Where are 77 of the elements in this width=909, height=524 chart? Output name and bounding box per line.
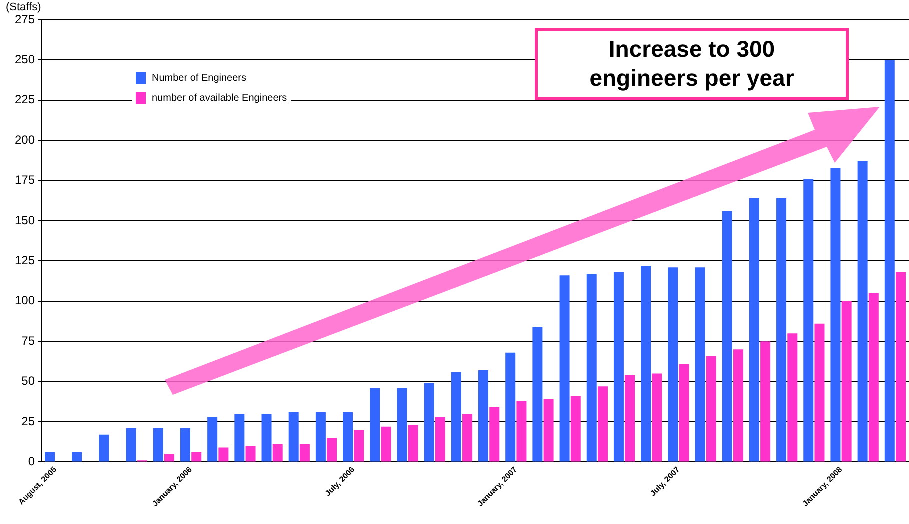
y-tick-label: 150 bbox=[14, 213, 36, 228]
y-axis-title: (Staffs) bbox=[6, 2, 42, 14]
bar bbox=[868, 293, 879, 462]
bar bbox=[830, 168, 841, 462]
bar bbox=[842, 301, 852, 462]
bar bbox=[776, 198, 787, 462]
bar bbox=[192, 452, 202, 462]
y-tick-label: 275 bbox=[14, 12, 36, 26]
bar bbox=[45, 452, 56, 462]
bar bbox=[560, 276, 570, 462]
bar bbox=[451, 372, 462, 462]
bar bbox=[570, 396, 581, 462]
bar bbox=[722, 211, 732, 462]
bar bbox=[706, 356, 716, 462]
bar bbox=[343, 412, 354, 462]
bar bbox=[381, 426, 392, 462]
legend-label: number of available Engineers bbox=[152, 92, 288, 104]
legend-label: Number of Engineers bbox=[152, 72, 246, 84]
bar bbox=[814, 324, 825, 462]
bar bbox=[884, 60, 895, 462]
bar bbox=[652, 374, 662, 462]
bar bbox=[804, 179, 814, 462]
bar bbox=[478, 370, 488, 462]
bar bbox=[397, 388, 408, 462]
bar bbox=[760, 342, 771, 462]
bar bbox=[288, 412, 299, 462]
y-tick-label: 75 bbox=[22, 334, 36, 348]
y-tick-label: 225 bbox=[14, 92, 36, 107]
callout-box: Increase to 300 engineers per year bbox=[535, 28, 849, 100]
bar bbox=[272, 444, 283, 462]
y-tick-label: 100 bbox=[14, 294, 36, 308]
y-tick-label: 250 bbox=[14, 52, 36, 67]
y-tick-label: 200 bbox=[14, 132, 36, 147]
bar bbox=[625, 375, 636, 462]
bar bbox=[435, 417, 446, 462]
annotation: Increase to 300 engineers per year bbox=[588, 35, 796, 93]
bar bbox=[506, 352, 516, 462]
bar bbox=[218, 448, 229, 462]
bar bbox=[370, 388, 380, 462]
bar bbox=[532, 327, 543, 462]
bar bbox=[126, 428, 136, 462]
bar bbox=[153, 428, 164, 462]
bar bbox=[668, 268, 678, 462]
bar bbox=[424, 383, 434, 462]
bar bbox=[641, 266, 652, 462]
y-tick-label: 175 bbox=[14, 173, 36, 188]
bar bbox=[164, 454, 174, 462]
y-tick-label: 125 bbox=[14, 254, 36, 268]
bar bbox=[316, 412, 326, 462]
bar bbox=[598, 386, 608, 462]
y-tick-label: 0 bbox=[28, 454, 36, 469]
bar bbox=[614, 272, 624, 462]
bar bbox=[300, 444, 310, 462]
bar bbox=[788, 334, 798, 462]
bar bbox=[99, 434, 110, 462]
bar bbox=[327, 438, 338, 462]
bar bbox=[695, 268, 706, 462]
bar bbox=[749, 198, 760, 462]
bar bbox=[180, 428, 190, 462]
bar bbox=[858, 162, 868, 462]
bar bbox=[246, 446, 256, 462]
bar bbox=[234, 414, 245, 462]
bar bbox=[896, 272, 906, 462]
bar bbox=[544, 399, 554, 462]
bar bbox=[354, 430, 364, 462]
y-tick-label: 50 bbox=[22, 374, 36, 388]
bar bbox=[72, 452, 82, 462]
bar bbox=[262, 414, 272, 462]
bar bbox=[679, 364, 690, 462]
bar bbox=[516, 401, 527, 462]
bar bbox=[490, 408, 500, 462]
bar bbox=[733, 350, 744, 462]
y-tick-label: 25 bbox=[22, 414, 36, 428]
bar bbox=[208, 417, 218, 462]
bar bbox=[408, 425, 418, 462]
bar bbox=[462, 414, 473, 462]
bar bbox=[586, 274, 597, 462]
